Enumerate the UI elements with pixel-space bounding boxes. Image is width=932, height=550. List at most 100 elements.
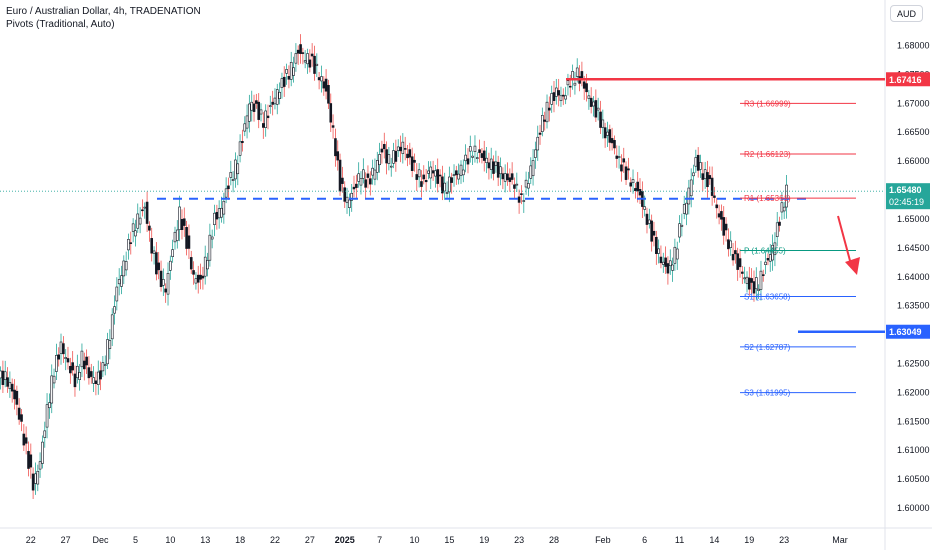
candle-body: [294, 53, 298, 64]
candle-body: [771, 244, 774, 261]
candle-body: [122, 260, 126, 277]
pivot-label-p: P (1.64455): [744, 246, 786, 255]
candle-body: [210, 236, 214, 240]
time-tick-label: 7: [377, 535, 382, 545]
candle-body: [480, 153, 484, 158]
candle-body: [706, 172, 709, 188]
candle-body: [317, 77, 321, 81]
candle-body: [692, 172, 695, 177]
currency-button[interactable]: AUD: [890, 5, 923, 22]
candle-body: [568, 85, 572, 88]
candle-body: [450, 177, 453, 183]
annotation-arrow-shaft: [837, 215, 853, 269]
pivot-label-r3: R3 (1.66999): [744, 99, 791, 108]
candle-body: [508, 177, 512, 182]
candle-body: [362, 169, 365, 179]
candle-body: [185, 227, 188, 249]
candle-body: [589, 97, 593, 107]
candle-body: [34, 473, 37, 484]
candle-body: [731, 254, 735, 261]
candle-body: [631, 179, 635, 184]
candle-body: [234, 159, 237, 180]
candle-body: [559, 95, 563, 101]
indicator-label[interactable]: Pivots (Traditional, Auto): [6, 19, 115, 30]
candle-body: [741, 271, 744, 274]
candle-body: [534, 149, 537, 158]
candle-body: [296, 49, 300, 54]
candle-body: [255, 100, 258, 104]
candle-body: [603, 127, 607, 139]
candle-body: [248, 103, 251, 122]
candle-body: [392, 150, 395, 164]
candle-body: [636, 181, 640, 192]
candle-body: [66, 358, 70, 363]
candle-body: [308, 59, 312, 68]
candle-body: [782, 206, 786, 212]
candle-body: [45, 404, 49, 428]
candle-body: [78, 372, 81, 380]
candle-body: [431, 170, 435, 174]
candle-body: [601, 119, 605, 128]
candle-body: [3, 371, 7, 380]
candle-body: [438, 174, 442, 177]
candle-body: [773, 242, 777, 256]
candle-body: [10, 383, 14, 392]
candle-body: [510, 173, 514, 180]
candle-body: [434, 170, 437, 177]
candle-body: [415, 174, 419, 180]
candle-body: [366, 173, 370, 178]
candle-body: [489, 158, 493, 170]
pivot-label-r1: R1 (1.65361): [744, 194, 791, 203]
candle-body: [187, 235, 191, 249]
candle-body: [259, 109, 263, 115]
candle-body: [554, 87, 558, 97]
candle-body: [643, 206, 646, 210]
candle-body: [131, 223, 135, 232]
candle-body: [280, 78, 284, 88]
candle-body: [722, 217, 726, 236]
candle-body: [462, 169, 465, 176]
candle-body: [573, 82, 577, 86]
candle-body: [285, 69, 288, 74]
candle-body: [169, 260, 172, 271]
candle-body: [708, 175, 712, 180]
candle-body: [754, 277, 758, 290]
candle-body: [178, 206, 181, 230]
candle-body: [271, 101, 274, 105]
candle-body: [473, 145, 477, 153]
candle-body: [734, 250, 737, 255]
candle-body: [43, 430, 47, 438]
time-tick-label: 23: [779, 535, 789, 545]
candle-body: [701, 173, 705, 180]
candle-body: [410, 156, 414, 171]
candle-body: [659, 256, 663, 264]
candle-body: [471, 155, 474, 158]
candle-body: [241, 140, 244, 144]
candle-body: [59, 341, 63, 354]
candle-body: [380, 148, 384, 153]
candle-body: [499, 166, 502, 175]
candle-body: [192, 270, 195, 275]
price-tick-label: 1.60500: [897, 474, 930, 484]
candle-body: [371, 167, 374, 176]
price-tick-label: 1.66500: [897, 127, 930, 137]
candle-body: [575, 67, 579, 77]
candle-body: [385, 149, 388, 164]
candle-body: [155, 252, 158, 275]
candle-body: [176, 229, 179, 241]
candle-body: [655, 236, 658, 254]
price-tick-label: 1.65000: [897, 214, 930, 224]
time-tick-label: 10: [409, 535, 419, 545]
candle-body: [134, 230, 137, 237]
candle-body: [710, 177, 714, 196]
candle-body: [359, 178, 363, 186]
candle-body: [678, 223, 681, 238]
candle-body: [420, 181, 423, 187]
time-tick-label: Dec: [93, 535, 110, 545]
candle-body: [468, 146, 472, 152]
candle-body: [69, 365, 72, 374]
candle-body: [73, 373, 77, 388]
candle-body: [752, 281, 756, 294]
candle-body: [457, 173, 460, 180]
